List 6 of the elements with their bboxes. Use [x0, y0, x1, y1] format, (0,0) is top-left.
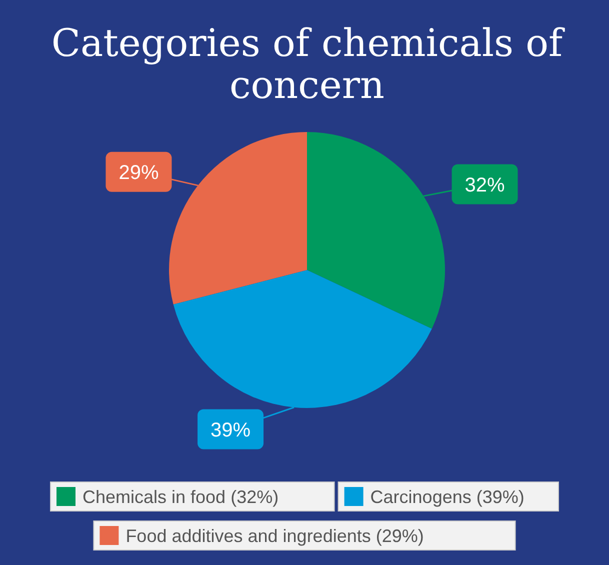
- data-label: 39%: [210, 419, 251, 442]
- legend-label: Chemicals in food (32%): [82, 487, 279, 507]
- chart-title: Categories of chemicals of concern: [51, 21, 566, 107]
- pie-slice: [169, 132, 307, 304]
- legend-label: Carcinogens (39%): [370, 487, 524, 507]
- legend-label: Food additives and ingredients (29%): [126, 526, 424, 546]
